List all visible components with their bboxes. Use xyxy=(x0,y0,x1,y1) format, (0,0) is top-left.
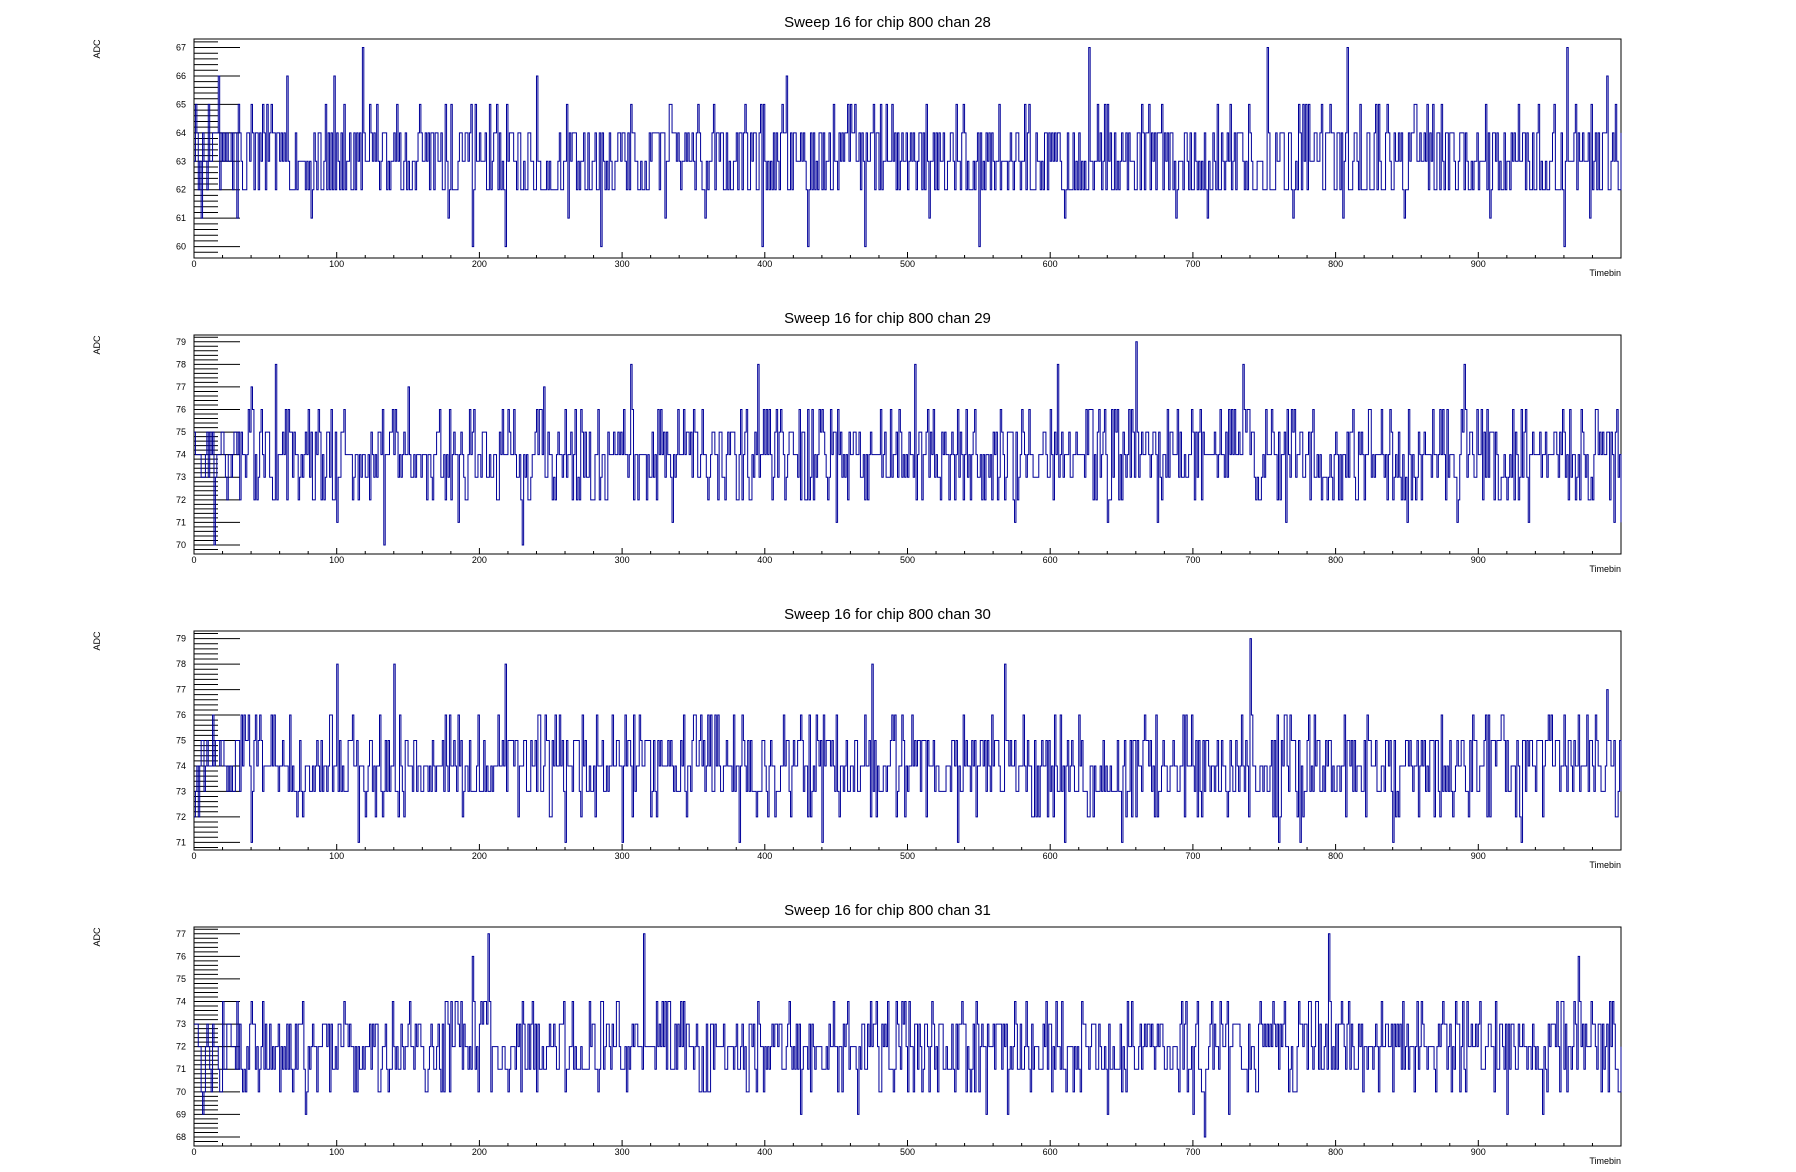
y-tick-label: 71 xyxy=(176,1064,186,1074)
x-tick-label: 400 xyxy=(757,851,772,861)
adc-trace xyxy=(194,638,1622,843)
y-tick-label: 76 xyxy=(176,710,186,720)
x-tick-label: 0 xyxy=(191,1147,196,1157)
plot-panel-2: Sweep 16 for chip 800 chan 30 ADC Timebin 7… xyxy=(92,606,1622,870)
x-tick-label: 300 xyxy=(615,851,630,861)
y-tick-label: 67 xyxy=(176,43,186,53)
x-tick-label: 100 xyxy=(329,1147,344,1157)
y-tick-label: 76 xyxy=(176,405,186,415)
adc-trace xyxy=(194,341,1622,546)
adc-trace xyxy=(194,47,1622,248)
y-tick-label: 72 xyxy=(176,1042,186,1052)
x-tick-label: 300 xyxy=(615,1147,630,1157)
plot-title: Sweep 16 for chip 800 chan 28 xyxy=(784,14,991,31)
x-tick-label: 600 xyxy=(1043,851,1058,861)
x-tick-label: 800 xyxy=(1328,851,1343,861)
x-axis-label: Timebin xyxy=(1589,564,1621,574)
x-tick-label: 300 xyxy=(615,259,630,269)
y-tick-label: 78 xyxy=(176,359,186,369)
y-tick-label: 70 xyxy=(176,540,186,550)
x-tick-label: 100 xyxy=(329,555,344,565)
y-tick-label: 77 xyxy=(176,685,186,695)
x-axis-label: Timebin xyxy=(1589,268,1621,278)
y-tick-label: 61 xyxy=(176,213,186,223)
x-tick-label: 500 xyxy=(900,259,915,269)
y-tick-label: 71 xyxy=(176,837,186,847)
x-tick-label: 100 xyxy=(329,259,344,269)
y-tick-label: 65 xyxy=(176,99,186,109)
y-tick-label: 68 xyxy=(176,1132,186,1142)
y-tick-label: 72 xyxy=(176,812,186,822)
y-axis-label: ADC xyxy=(92,335,102,355)
y-tick-label: 74 xyxy=(176,997,186,1007)
plot-title: Sweep 16 for chip 800 chan 30 xyxy=(784,606,991,623)
x-tick-label: 200 xyxy=(472,1147,487,1157)
y-tick-label: 64 xyxy=(176,128,186,138)
plot-panel-1: Sweep 16 for chip 800 chan 29 ADC Timebin 7… xyxy=(92,310,1622,574)
x-tick-label: 300 xyxy=(615,555,630,565)
x-tick-label: 700 xyxy=(1185,1147,1200,1157)
x-tick-label: 500 xyxy=(900,555,915,565)
y-axis-label: ADC xyxy=(92,927,102,947)
plot-panel-3: Sweep 16 for chip 800 chan 31 ADC Timebin 6… xyxy=(92,902,1622,1166)
y-tick-label: 74 xyxy=(176,761,186,771)
y-tick-label: 75 xyxy=(176,736,186,746)
x-axis-label: Timebin xyxy=(1589,1156,1621,1166)
x-tick-label: 700 xyxy=(1185,555,1200,565)
x-tick-label: 900 xyxy=(1471,1147,1486,1157)
x-tick-label: 600 xyxy=(1043,259,1058,269)
y-tick-label: 70 xyxy=(176,1087,186,1097)
x-tick-label: 700 xyxy=(1185,851,1200,861)
adc-trace xyxy=(194,933,1622,1138)
y-tick-label: 66 xyxy=(176,71,186,81)
y-tick-label: 78 xyxy=(176,659,186,669)
y-tick-label: 74 xyxy=(176,450,186,460)
x-tick-label: 600 xyxy=(1043,555,1058,565)
y-axis-label: ADC xyxy=(92,39,102,59)
y-tick-label: 75 xyxy=(176,974,186,984)
y-tick-label: 63 xyxy=(176,156,186,166)
y-tick-label: 77 xyxy=(176,382,186,392)
x-tick-label: 600 xyxy=(1043,1147,1058,1157)
y-tick-label: 72 xyxy=(176,495,186,505)
x-tick-label: 900 xyxy=(1471,259,1486,269)
y-tick-label: 79 xyxy=(176,337,186,347)
y-tick-label: 69 xyxy=(176,1109,186,1119)
x-tick-label: 900 xyxy=(1471,555,1486,565)
x-tick-label: 400 xyxy=(757,259,772,269)
x-tick-label: 900 xyxy=(1471,851,1486,861)
x-tick-label: 400 xyxy=(757,555,772,565)
y-tick-label: 73 xyxy=(176,472,186,482)
x-axis-label: Timebin xyxy=(1589,860,1621,870)
y-tick-label: 73 xyxy=(176,1019,186,1029)
plot-title: Sweep 16 for chip 800 chan 31 xyxy=(784,902,991,919)
x-tick-label: 800 xyxy=(1328,555,1343,565)
y-tick-label: 60 xyxy=(176,242,186,252)
x-tick-label: 200 xyxy=(472,555,487,565)
x-tick-label: 0 xyxy=(191,259,196,269)
x-tick-label: 500 xyxy=(900,851,915,861)
y-tick-label: 77 xyxy=(176,929,186,939)
y-tick-label: 76 xyxy=(176,951,186,961)
y-tick-label: 79 xyxy=(176,634,186,644)
y-tick-label: 71 xyxy=(176,517,186,527)
y-tick-label: 62 xyxy=(176,185,186,195)
x-tick-label: 200 xyxy=(472,259,487,269)
x-tick-label: 100 xyxy=(329,851,344,861)
plot-title: Sweep 16 for chip 800 chan 29 xyxy=(784,310,991,327)
x-tick-label: 800 xyxy=(1328,1147,1343,1157)
x-tick-label: 200 xyxy=(472,851,487,861)
y-tick-label: 73 xyxy=(176,786,186,796)
x-tick-label: 500 xyxy=(900,1147,915,1157)
x-tick-label: 700 xyxy=(1185,259,1200,269)
y-tick-label: 75 xyxy=(176,427,186,437)
plot-panel-0: Sweep 16 for chip 800 chan 28 ADC Timebin 6… xyxy=(92,14,1622,278)
x-tick-label: 800 xyxy=(1328,259,1343,269)
x-tick-label: 0 xyxy=(191,555,196,565)
x-tick-label: 0 xyxy=(191,851,196,861)
x-tick-label: 400 xyxy=(757,1147,772,1157)
y-axis-label: ADC xyxy=(92,631,102,651)
